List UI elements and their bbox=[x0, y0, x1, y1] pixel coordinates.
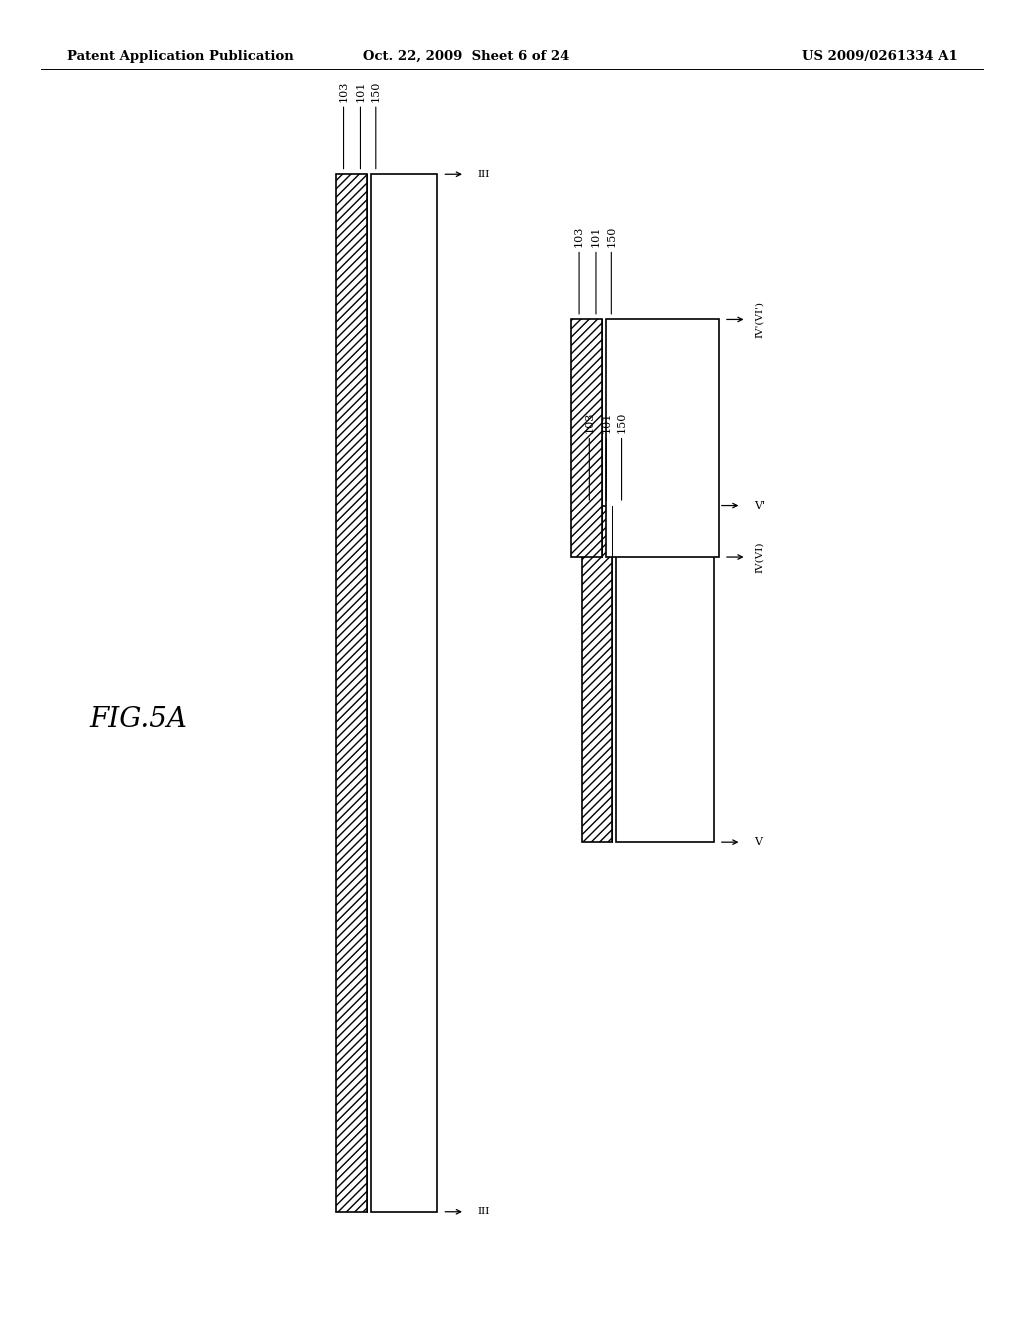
Text: V': V' bbox=[754, 500, 765, 511]
Text: III: III bbox=[477, 170, 489, 178]
Text: IV'(VI'): IV'(VI') bbox=[755, 301, 764, 338]
Bar bbox=[336, 174, 367, 1212]
Text: FIG.5A: FIG.5A bbox=[89, 706, 187, 733]
Text: 101: 101 bbox=[355, 81, 366, 102]
Text: 103: 103 bbox=[585, 412, 594, 433]
Text: 101: 101 bbox=[591, 226, 601, 247]
Bar bbox=[606, 319, 719, 557]
Text: 103: 103 bbox=[574, 226, 584, 247]
Text: 150: 150 bbox=[616, 412, 627, 433]
Text: III: III bbox=[477, 1208, 489, 1216]
Text: IV(VI): IV(VI) bbox=[755, 541, 764, 573]
Bar bbox=[582, 506, 612, 842]
Text: Patent Application Publication: Patent Application Publication bbox=[67, 50, 293, 63]
Bar bbox=[371, 174, 437, 1212]
Bar bbox=[571, 319, 602, 557]
Text: V: V bbox=[754, 837, 762, 847]
Text: 150: 150 bbox=[606, 226, 616, 247]
Text: 150: 150 bbox=[371, 81, 381, 102]
Text: 103: 103 bbox=[339, 81, 348, 102]
Text: US 2009/0261334 A1: US 2009/0261334 A1 bbox=[802, 50, 957, 63]
Text: 101: 101 bbox=[601, 412, 611, 433]
Bar bbox=[616, 506, 714, 842]
Text: Oct. 22, 2009  Sheet 6 of 24: Oct. 22, 2009 Sheet 6 of 24 bbox=[362, 50, 569, 63]
